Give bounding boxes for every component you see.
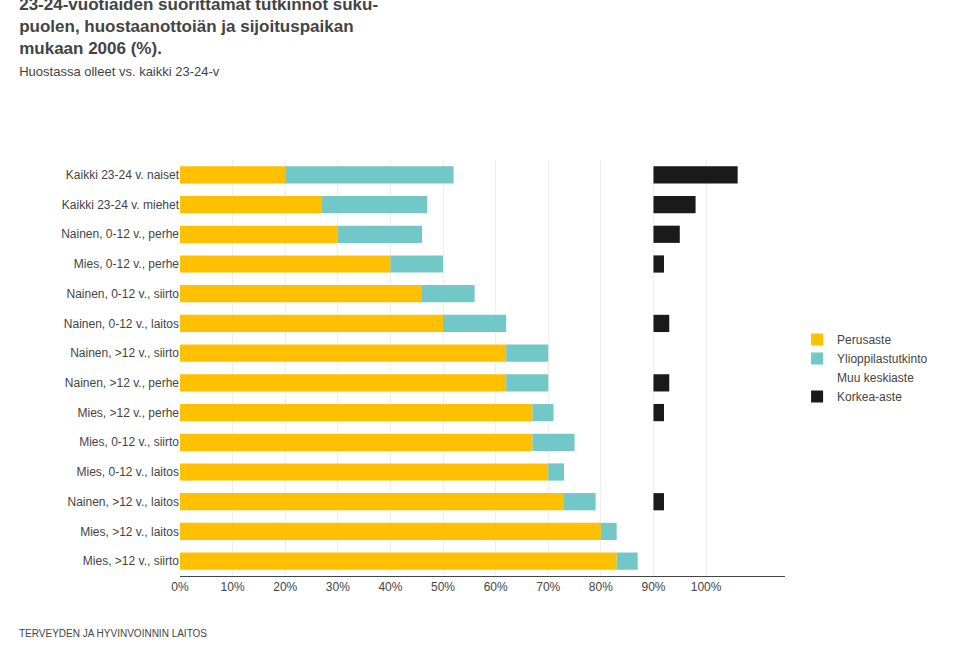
svg-text:Nainen, 0-12 v., laitos: Nainen, 0-12 v., laitos [64, 317, 179, 331]
svg-text:TERVEYDEN JA HYVINVOINNIN LAIT: TERVEYDEN JA HYVINVOINNIN LAITOS [19, 628, 207, 639]
svg-text:Nainen, 0-12 v., perhe: Nainen, 0-12 v., perhe [61, 227, 179, 241]
svg-text:20%: 20% [273, 580, 297, 594]
svg-text:60%: 60% [484, 580, 508, 594]
svg-text:40%: 40% [378, 580, 402, 594]
svg-text:Mies, >12 v., laitos: Mies, >12 v., laitos [80, 525, 179, 539]
svg-text:Mies, >12 v., perhe: Mies, >12 v., perhe [78, 406, 180, 420]
svg-text:90%: 90% [641, 580, 665, 594]
svg-text:0%: 0% [171, 580, 189, 594]
svg-text:Mies, 0-12 v., perhe: Mies, 0-12 v., perhe [74, 257, 179, 271]
svg-text:23-24-vuotiaiden suorittamat t: 23-24-vuotiaiden suorittamat tutkinnot s… [19, 0, 378, 79]
svg-text:Mies, 0-12 v., siirto: Mies, 0-12 v., siirto [79, 435, 179, 449]
svg-text:Nainen, 0-12 v., siirto: Nainen, 0-12 v., siirto [67, 287, 180, 301]
svg-text:30%: 30% [326, 580, 350, 594]
svg-text:Kaikki 23-24 v. naiset: Kaikki 23-24 v. naiset [66, 168, 180, 182]
svg-text:100%: 100% [691, 580, 722, 594]
svg-text:Kaikki 23-24 v. miehet: Kaikki 23-24 v. miehet [62, 198, 180, 212]
svg-text:Muu keskiaste: Muu keskiaste [837, 371, 914, 385]
svg-text:Nainen, >12 v., siirto: Nainen, >12 v., siirto [70, 346, 179, 360]
svg-text:Korkea-aste: Korkea-aste [837, 390, 902, 404]
svg-text:Mies, >12 v., siirto: Mies, >12 v., siirto [83, 554, 179, 568]
svg-text:80%: 80% [589, 580, 613, 594]
svg-text:Ylioppilastutkinto: Ylioppilastutkinto [837, 352, 927, 366]
svg-text:10%: 10% [221, 580, 245, 594]
svg-text:50%: 50% [431, 580, 455, 594]
svg-text:Nainen, >12 v., perhe: Nainen, >12 v., perhe [65, 376, 180, 390]
svg-text:70%: 70% [536, 580, 560, 594]
svg-text:Mies, 0-12 v., laitos: Mies, 0-12 v., laitos [77, 465, 179, 479]
svg-text:Perusaste: Perusaste [837, 333, 891, 347]
svg-text:Nainen, >12 v., laitos: Nainen, >12 v., laitos [67, 495, 179, 509]
